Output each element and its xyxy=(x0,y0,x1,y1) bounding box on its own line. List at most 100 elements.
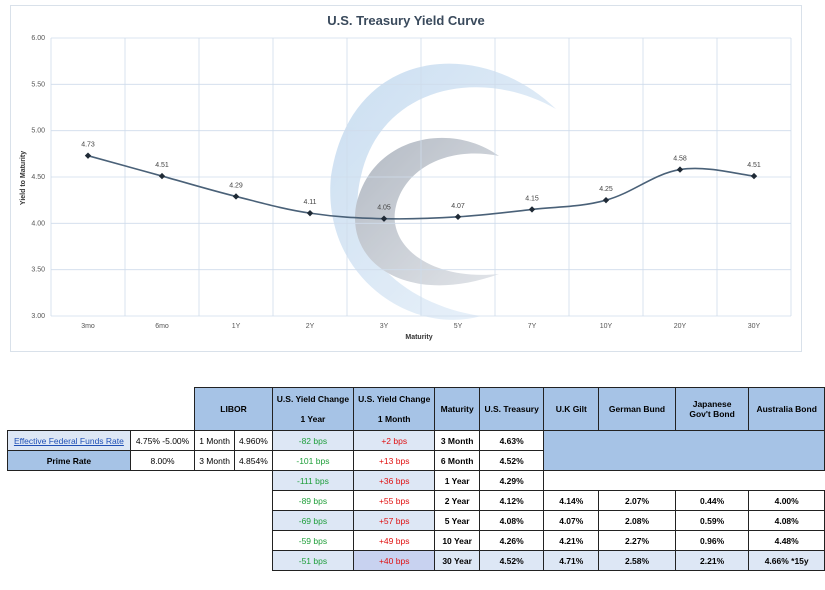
blank-cell xyxy=(195,471,235,491)
x-tick-label: 10Y xyxy=(600,323,613,330)
y-tick-label: 3.00 xyxy=(31,313,45,320)
header-australia-bond: Australia Bond xyxy=(748,387,825,431)
x-tick-label: 5Y xyxy=(454,323,463,330)
watermark-logo xyxy=(330,63,556,320)
uk-gilt: 4.14% xyxy=(543,490,600,511)
header-uk-gilt: U.K Gilt xyxy=(543,387,600,431)
y-tick-label: 4.00 xyxy=(31,220,45,227)
table-row: -89 bps +55 bps 2 Year 4.12% 4.14% 2.07%… xyxy=(8,490,825,511)
uk-gilt: 4.71% xyxy=(543,550,600,571)
yield-change-1m: +57 bps xyxy=(353,510,436,531)
x-tick-label: 3Y xyxy=(380,323,389,330)
y-tick-label: 5.00 xyxy=(31,128,45,135)
fed-funds-link[interactable]: Effective Federal Funds Rate xyxy=(13,435,124,446)
x-tick-label: 20Y xyxy=(674,323,687,330)
yield-change-1y: -51 bps xyxy=(271,550,355,571)
libor-value: 4.960% xyxy=(233,430,273,451)
blank-cell xyxy=(748,470,825,491)
us-treasury: 4.29% xyxy=(478,470,545,491)
header-yield-change-1m: U.S. Yield Change 1 Month xyxy=(353,387,436,431)
data-point-marker xyxy=(380,215,388,222)
us-treasury: 4.26% xyxy=(478,530,545,551)
table-row: Prime Rate 8.00% 3 Month 4.854% -101 bps… xyxy=(7,450,825,471)
yield-change-1y: -101 bps xyxy=(271,450,355,471)
blank-cell xyxy=(130,471,194,491)
blank-cell xyxy=(234,470,273,491)
us-treasury: 4.52% xyxy=(478,450,545,471)
maturity: 6 Month xyxy=(434,450,480,471)
header-yield-change-1m-bottom: 1 Month xyxy=(377,414,411,424)
header-german-bund: German Bund xyxy=(598,387,676,431)
blank-cell xyxy=(195,531,235,551)
yield-change-1y: -59 bps xyxy=(271,530,355,551)
fed-funds-label[interactable]: Effective Federal Funds Rate xyxy=(7,430,131,451)
libor-value: 4.854% xyxy=(233,450,273,471)
maturity: 30 Year xyxy=(434,550,480,571)
maturity: 3 Month xyxy=(434,430,480,451)
table-header-row: LIBOR U.S. Yield Change 1 Year U.S. Yiel… xyxy=(8,387,825,431)
y-tick-label: 4.50 xyxy=(31,174,45,181)
header-japanese-bond: Japanese Gov't Bond xyxy=(674,387,750,431)
us-treasury: 4.12% xyxy=(478,490,545,511)
blank-cell xyxy=(8,471,131,491)
yield-change-1m: +13 bps xyxy=(353,450,436,471)
uk-gilt: 4.21% xyxy=(543,530,600,551)
blank-cell xyxy=(130,491,194,511)
data-label: 4.51 xyxy=(747,162,761,169)
australia-bond: 4.00% xyxy=(748,490,825,511)
data-label: 4.73 xyxy=(81,142,95,149)
maturity: 10 Year xyxy=(434,530,480,551)
uk-gilt: 4.07% xyxy=(543,510,600,531)
chart-title: U.S. Treasury Yield Curve xyxy=(327,13,485,28)
header-japanese-bond-bottom: Gov't Bond xyxy=(689,409,735,419)
blank-cell xyxy=(130,511,194,531)
us-treasury: 4.52% xyxy=(478,550,545,571)
x-axis-title: Maturity xyxy=(405,334,432,341)
table-row: -59 bps +49 bps 10 Year 4.26% 4.21% 2.27… xyxy=(8,530,825,551)
yield-change-1y: -82 bps xyxy=(271,430,355,451)
header-japanese-bond-top: Japanese xyxy=(692,399,732,409)
japanese-bond: 0.44% xyxy=(674,490,750,511)
yield-change-1y: -69 bps xyxy=(271,510,355,531)
x-tick-label: 3mo xyxy=(81,323,95,330)
table-row: -51 bps +40 bps 30 Year 4.52% 4.71% 2.58… xyxy=(8,550,825,571)
blank-cell xyxy=(598,470,676,491)
german-bund: 2.27% xyxy=(598,530,676,551)
y-tick-label: 5.50 xyxy=(31,81,45,88)
chart-svg: 3.00 3.50 4.00 4.50 5.00 5.50 6.00 3mo 6mo 1Y 2Y 3Y… xyxy=(20,13,792,341)
data-point-marker xyxy=(84,152,92,159)
blank-cell xyxy=(234,550,273,571)
german-bund: 2.08% xyxy=(598,510,676,531)
header-yield-change-1m-top: U.S. Yield Change xyxy=(358,394,431,404)
blank-cell xyxy=(130,388,194,431)
data-label: 4.58 xyxy=(673,156,687,163)
prime-rate-label: Prime Rate xyxy=(7,450,131,471)
german-bund: 2.58% xyxy=(598,550,676,571)
blank-cell xyxy=(675,470,749,491)
y-tick-label: 3.50 xyxy=(31,267,45,274)
header-maturity: Maturity xyxy=(434,387,480,431)
data-point-marker xyxy=(454,213,462,221)
yield-change-1y: -111 bps xyxy=(271,470,355,491)
axes: 3.00 3.50 4.00 4.50 5.00 5.50 6.00 3mo 6mo 1Y 2Y 3Y… xyxy=(31,35,760,330)
blank-cell xyxy=(8,511,131,531)
yield-series-line xyxy=(87,154,755,220)
data-point-marker xyxy=(158,172,166,180)
libor-term: 3 Month xyxy=(194,450,235,471)
header-yield-change-1y-bottom: 1 Year xyxy=(300,414,326,424)
data-point-marker xyxy=(232,193,240,200)
data-point-marker xyxy=(602,196,610,204)
blank-cell xyxy=(195,551,235,571)
australia-bond: 4.08% xyxy=(748,510,825,531)
libor-term: 1 Month xyxy=(194,430,235,451)
blank-cell xyxy=(8,551,131,571)
table-row: -69 bps +57 bps 5 Year 4.08% 4.07% 2.08%… xyxy=(8,510,825,531)
japanese-bond: 0.96% xyxy=(674,530,750,551)
data-point-marker xyxy=(676,166,684,173)
grid xyxy=(50,37,792,317)
us-treasury: 4.63% xyxy=(478,430,545,451)
fed-funds-value: 4.75% -5.00% xyxy=(129,430,196,451)
yield-curve-chart: 3.00 3.50 4.00 4.50 5.00 5.50 6.00 3mo 6mo 1Y 2Y 3Y… xyxy=(10,5,802,352)
data-label: 4.11 xyxy=(303,199,316,206)
yield-change-1y: -89 bps xyxy=(271,490,355,511)
